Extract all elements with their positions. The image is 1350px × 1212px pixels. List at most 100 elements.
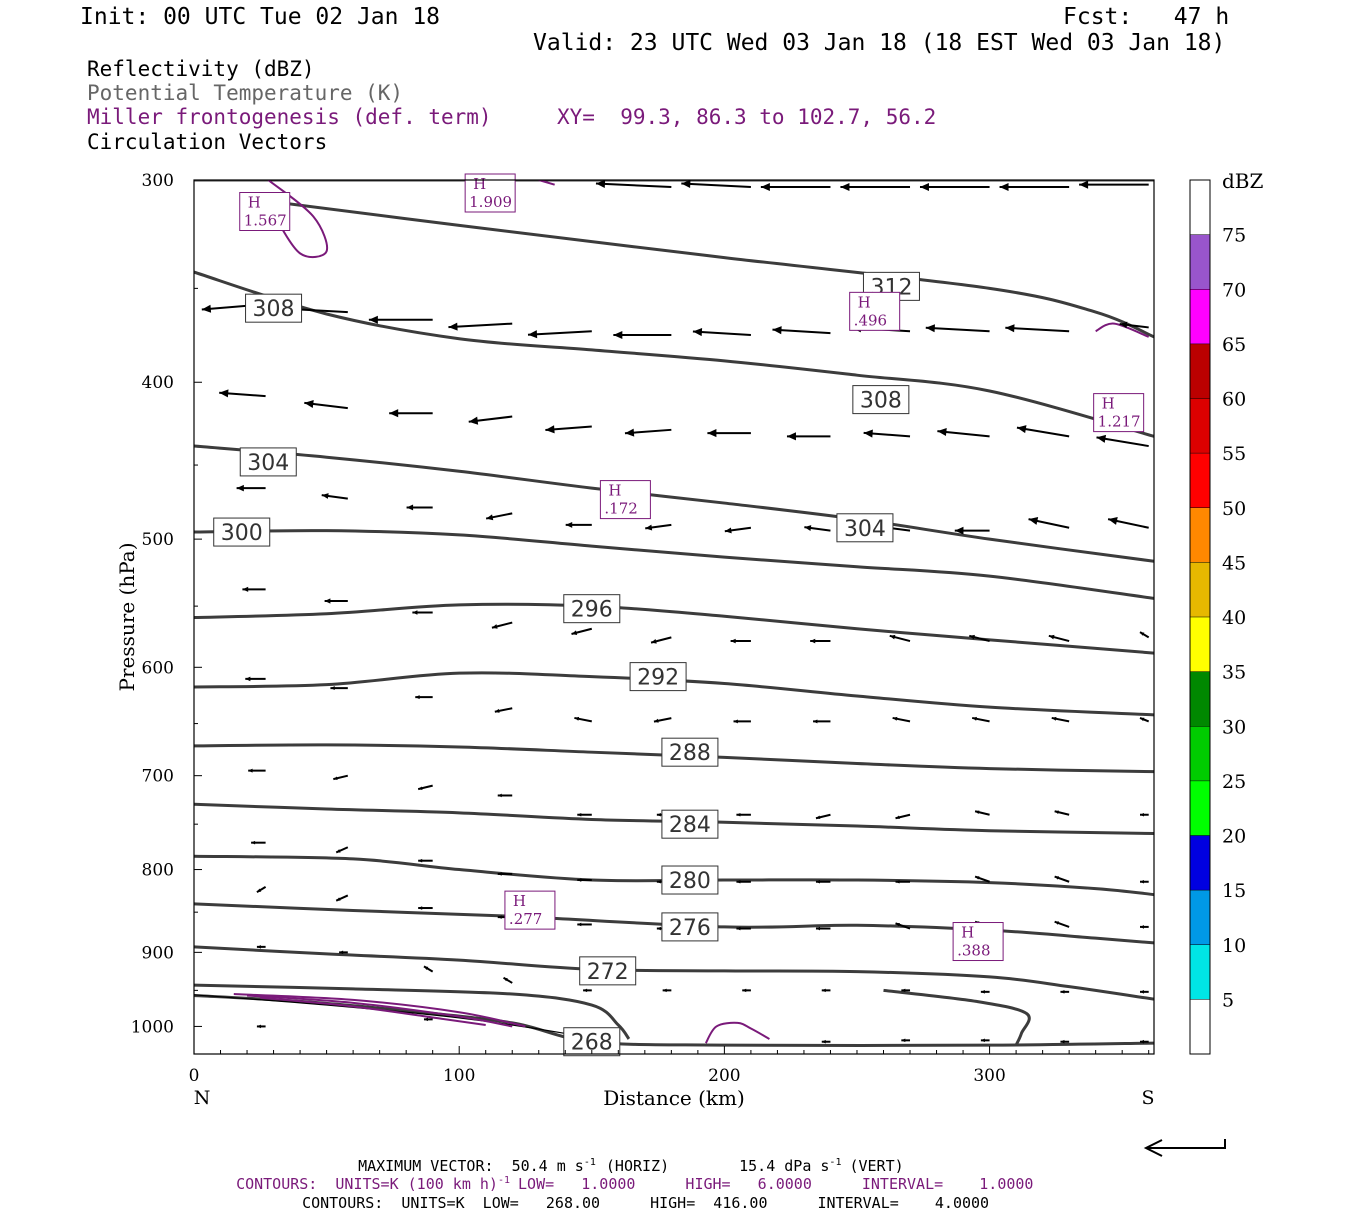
theta-contour bbox=[194, 983, 631, 1040]
circulation-vector bbox=[971, 716, 990, 723]
circulation-vector bbox=[415, 695, 433, 700]
circulation-vector bbox=[1139, 925, 1149, 929]
y-tick-label: 900 bbox=[142, 943, 174, 963]
svg-text:H: H bbox=[1102, 395, 1115, 413]
circulation-vector bbox=[863, 429, 911, 438]
circulation-vector bbox=[418, 858, 433, 863]
circulation-vector bbox=[1139, 990, 1149, 994]
theta-label: 296 bbox=[563, 594, 621, 624]
fronto-contour bbox=[538, 180, 555, 186]
svg-text:296: 296 bbox=[571, 598, 613, 623]
xy-coords: XY= 99.3, 86.3 to 102.7, 56.2 bbox=[557, 105, 937, 129]
circulation-vector bbox=[335, 894, 349, 902]
theta-label: 284 bbox=[661, 809, 719, 839]
svg-text:.496: .496 bbox=[854, 311, 887, 329]
circulation-vector bbox=[406, 504, 433, 511]
reflectivity-legend: Reflectivity (dBZ) bbox=[87, 57, 315, 81]
colorbar: 5 10 15 20 25 30 35 40 45 50 55 60 65 70 75 bbox=[1189, 179, 1246, 1055]
circulation-vector bbox=[1139, 631, 1150, 639]
theta-contour bbox=[883, 988, 1031, 1046]
circulation-vector bbox=[954, 526, 990, 535]
circulation-vector bbox=[821, 988, 831, 993]
circulation-vector bbox=[815, 879, 831, 884]
circulation-vector bbox=[497, 872, 513, 876]
svg-text:H: H bbox=[608, 482, 621, 500]
circulation-vector bbox=[895, 922, 911, 930]
circulation-vector bbox=[321, 493, 348, 500]
max-vector-vert: 15.4 dPa s bbox=[739, 1157, 830, 1175]
theta-contour bbox=[194, 994, 619, 1046]
svg-text:288: 288 bbox=[669, 741, 711, 766]
circulation-vector bbox=[527, 330, 592, 339]
x-tick-label: 100 bbox=[443, 1066, 475, 1086]
theta-label: 288 bbox=[661, 737, 719, 767]
svg-text:292: 292 bbox=[637, 666, 679, 691]
circulation-vector bbox=[368, 315, 433, 324]
north-label: N bbox=[194, 1087, 211, 1109]
theta-label: 300 bbox=[213, 517, 271, 547]
circulation-vector bbox=[251, 840, 266, 845]
colorbar-level: 75 bbox=[1222, 225, 1246, 247]
circulation-vector bbox=[256, 886, 267, 893]
circulation-vector bbox=[813, 719, 831, 724]
fronto-contours bbox=[233, 180, 1150, 1044]
circulation-vector bbox=[650, 636, 672, 644]
colorbar-level: 45 bbox=[1222, 552, 1246, 574]
fronto-high-label: H1.567 bbox=[239, 192, 291, 232]
colorbar-level: 30 bbox=[1222, 716, 1246, 738]
colorbar-segment bbox=[1190, 835, 1210, 891]
circulation-vector bbox=[583, 988, 592, 993]
colorbar-segment bbox=[1190, 507, 1210, 563]
svg-text:1.567: 1.567 bbox=[244, 212, 287, 230]
circulation-vector bbox=[974, 810, 990, 816]
circulation-vectors bbox=[201, 180, 1150, 1044]
theta-legend: Potential Temperature (K) bbox=[87, 81, 404, 105]
x-axis-label: Distance (km) bbox=[603, 1086, 745, 1110]
colorbar-level: 5 bbox=[1222, 989, 1234, 1011]
y-tick-label: 1000 bbox=[131, 1017, 174, 1037]
circulation-vector bbox=[324, 598, 348, 604]
svg-text:.277: .277 bbox=[509, 910, 542, 928]
circulation-vector bbox=[772, 326, 831, 335]
svg-text:.172: .172 bbox=[604, 500, 637, 518]
svg-text:1.909: 1.909 bbox=[469, 193, 512, 211]
circulation-vector bbox=[810, 638, 831, 644]
circulation-vector bbox=[1060, 990, 1070, 994]
circulation-vector bbox=[423, 965, 434, 973]
fronto-legend: Miller frontogenesis (def. term) bbox=[87, 105, 492, 129]
circulation-vector bbox=[786, 432, 831, 441]
circulation-vector bbox=[256, 945, 266, 949]
circulation-vector bbox=[1016, 425, 1070, 438]
circulation-vector bbox=[1119, 321, 1149, 329]
circulation-vector bbox=[919, 182, 990, 192]
y-axis-label: Pressure (hPa) bbox=[115, 543, 139, 692]
circulation-vector bbox=[804, 525, 831, 532]
svg-text:284: 284 bbox=[669, 813, 711, 838]
x-tick-label: 200 bbox=[708, 1066, 740, 1086]
y-tick-label: 800 bbox=[142, 861, 174, 881]
circulation-vector bbox=[736, 926, 751, 931]
circulation-vector bbox=[974, 875, 990, 883]
init-time: Init: 00 UTC Tue 02 Jan 18 bbox=[80, 4, 441, 30]
y-tick-label: 300 bbox=[142, 171, 174, 191]
theta-label: 308 bbox=[852, 385, 910, 415]
svg-text:308: 308 bbox=[253, 297, 295, 322]
circulation-vector bbox=[1079, 180, 1149, 189]
circulation-vector bbox=[653, 717, 672, 723]
fronto-high-label: H.388 bbox=[952, 922, 1004, 962]
svg-text:.388: .388 bbox=[957, 942, 990, 960]
circulation-vector bbox=[574, 716, 592, 723]
colorbar-segment bbox=[1190, 234, 1210, 290]
max-vector-horiz: (HORIZ) bbox=[605, 1157, 670, 1175]
south-label: S bbox=[1141, 1087, 1154, 1109]
theta-contour bbox=[194, 270, 1154, 438]
circulation-vector bbox=[418, 906, 433, 910]
circulation-vector bbox=[821, 1039, 831, 1044]
circulation-vector bbox=[304, 399, 348, 410]
fronto-high-label: H.496 bbox=[849, 291, 901, 331]
circulation-vector bbox=[895, 813, 911, 820]
fronto-contour bbox=[260, 996, 486, 1027]
x-tick-label: 0 bbox=[189, 1066, 200, 1086]
valid-time: Valid: 23 UTC Wed 03 Jan 18 (18 EST Wed … bbox=[533, 30, 1226, 56]
